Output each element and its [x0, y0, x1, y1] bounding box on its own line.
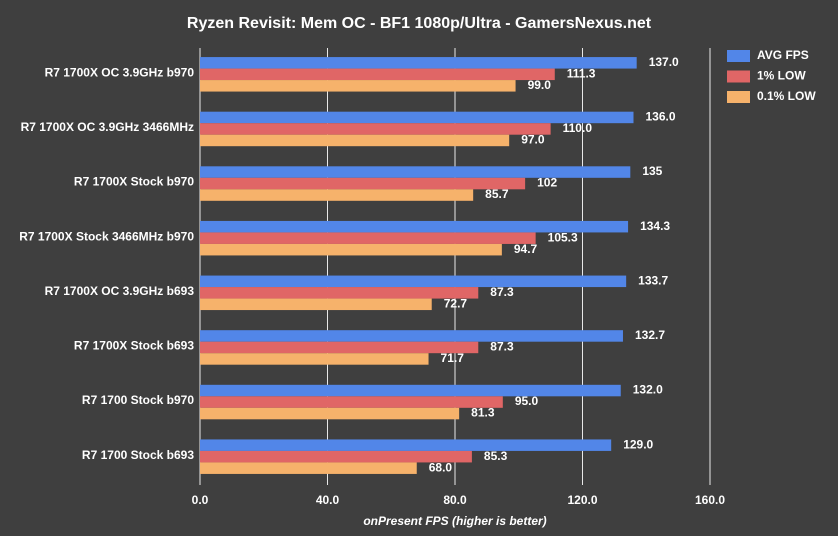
value-label: 134.3	[640, 219, 670, 233]
value-label: 135	[642, 164, 662, 178]
y-tick-label: R7 1700X Stock b693	[74, 339, 194, 353]
value-label: 85.3	[484, 449, 508, 463]
x-tick-label: 80.0	[443, 493, 467, 507]
y-tick-label: R7 1700 Stock b693	[82, 448, 194, 462]
value-label: 110.0	[563, 121, 593, 135]
bar	[200, 287, 479, 299]
value-label: 97.0	[521, 133, 545, 147]
y-tick-label: R7 1700X Stock 3466MHz b970	[19, 229, 194, 243]
bar	[200, 462, 417, 474]
bar	[200, 123, 551, 135]
x-tick-label: 0.0	[192, 493, 209, 507]
value-label: 87.3	[490, 340, 514, 354]
legend-swatch	[727, 70, 750, 83]
legend-label: 0.1% LOW	[757, 89, 816, 103]
x-tick-label: 120.0	[567, 493, 597, 507]
value-label: 99.0	[528, 78, 552, 92]
bar	[200, 450, 472, 463]
bar	[200, 407, 460, 420]
x-tick-label: 160.0	[695, 493, 725, 507]
value-label: 85.7	[485, 187, 509, 201]
value-label: 81.3	[471, 406, 495, 420]
bar	[200, 177, 526, 190]
value-label: 87.3	[490, 285, 514, 299]
bar	[200, 189, 474, 201]
value-label: 105.3	[548, 230, 578, 244]
value-label: 94.7	[514, 242, 538, 256]
value-label: 68.0	[429, 460, 453, 474]
value-label: 132.0	[633, 383, 663, 397]
value-label: 95.0	[515, 394, 539, 408]
legend-swatch	[727, 91, 750, 103]
x-axis-label: onPresent FPS (higher is better)	[363, 514, 546, 528]
bar	[200, 396, 503, 408]
bar	[200, 166, 631, 178]
legend-swatch	[727, 50, 750, 62]
bar	[200, 353, 429, 365]
value-label: 132.7	[635, 328, 665, 342]
value-label: 136.0	[646, 110, 676, 124]
bar	[200, 111, 634, 124]
legend-label: 1% LOW	[757, 69, 806, 83]
value-label: 137.0	[649, 55, 679, 69]
bar	[200, 68, 555, 81]
bar	[200, 439, 612, 451]
value-label: 133.7	[638, 273, 668, 287]
legend-label: AVG FPS	[757, 48, 809, 62]
y-tick-label: R7 1700X OC 3.9GHz 3466MHz	[21, 120, 194, 134]
bar	[200, 275, 627, 288]
y-tick-label: R7 1700X OC 3.9GHz b970	[45, 65, 195, 79]
bar	[200, 57, 637, 69]
value-label: 129.0	[623, 437, 653, 451]
x-tick-label: 40.0	[316, 493, 340, 507]
bar	[200, 330, 623, 342]
bar	[200, 232, 536, 244]
bar	[200, 243, 502, 256]
bar	[200, 298, 432, 311]
value-label: 72.7	[444, 296, 468, 310]
bar	[200, 384, 621, 397]
bar	[200, 80, 516, 92]
y-tick-label: R7 1700X Stock b970	[74, 175, 194, 189]
bar	[200, 134, 510, 147]
bar	[200, 220, 629, 233]
y-tick-label: R7 1700 Stock b970	[82, 393, 194, 407]
chart-title: Ryzen Revisit: Mem OC - BF1 1080p/Ultra …	[187, 15, 652, 32]
value-label: 71.7	[441, 351, 465, 365]
value-label: 111.3	[567, 66, 596, 80]
value-label: 102	[537, 176, 557, 190]
y-tick-label: R7 1700X OC 3.9GHz b693	[45, 284, 195, 298]
bar	[200, 341, 479, 354]
